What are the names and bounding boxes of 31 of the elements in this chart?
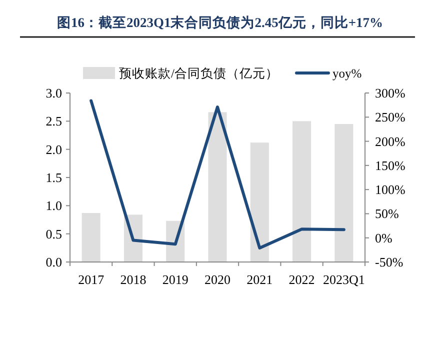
- y-tick-label: 2.5: [46, 114, 62, 129]
- bar: [292, 121, 312, 262]
- y-tick-label: 0.0: [46, 254, 62, 270]
- x-tick-label: 2020: [204, 272, 230, 287]
- y2-tick-label: 250%: [375, 110, 406, 125]
- x-tick-label: 2021: [246, 272, 273, 287]
- y-tick-label: 1.0: [46, 198, 62, 214]
- x-tick-label: 2023Q1: [322, 272, 365, 287]
- x-tick-label: 2017: [78, 272, 105, 287]
- bar: [82, 212, 100, 262]
- bar: [334, 124, 354, 262]
- y-tick-label: 3.0: [46, 86, 62, 100]
- bar: [250, 142, 269, 262]
- y-tick-label: 2.0: [46, 142, 62, 157]
- y2-tick-label: 50%: [375, 206, 399, 222]
- y2-tick-label: 0%: [375, 230, 392, 246]
- chart-title: 图16：截至2023Q1末合同负债为2.45亿元，同比+17%: [56, 15, 384, 30]
- y2-tick-label: 300%: [375, 86, 406, 100]
- x-tick-label: 2019: [162, 272, 188, 287]
- x-tick-label: 2018: [120, 272, 146, 287]
- x-tick-label: 2022: [288, 272, 315, 287]
- y2-tick-label: -50%: [375, 254, 404, 270]
- line-series: [90, 99, 346, 250]
- y-tick-label: 0.5: [46, 226, 62, 242]
- y2-tick-label: 100%: [375, 182, 406, 198]
- y2-tick-label: 200%: [375, 134, 406, 149]
- legend-label: yoy%: [332, 66, 362, 80]
- y-tick-label: 1.5: [46, 170, 62, 185]
- bar: [208, 112, 227, 262]
- y2-tick-label: 150%: [375, 158, 406, 173]
- legend-label: 预收账款/合同负债（亿元）: [119, 66, 278, 80]
